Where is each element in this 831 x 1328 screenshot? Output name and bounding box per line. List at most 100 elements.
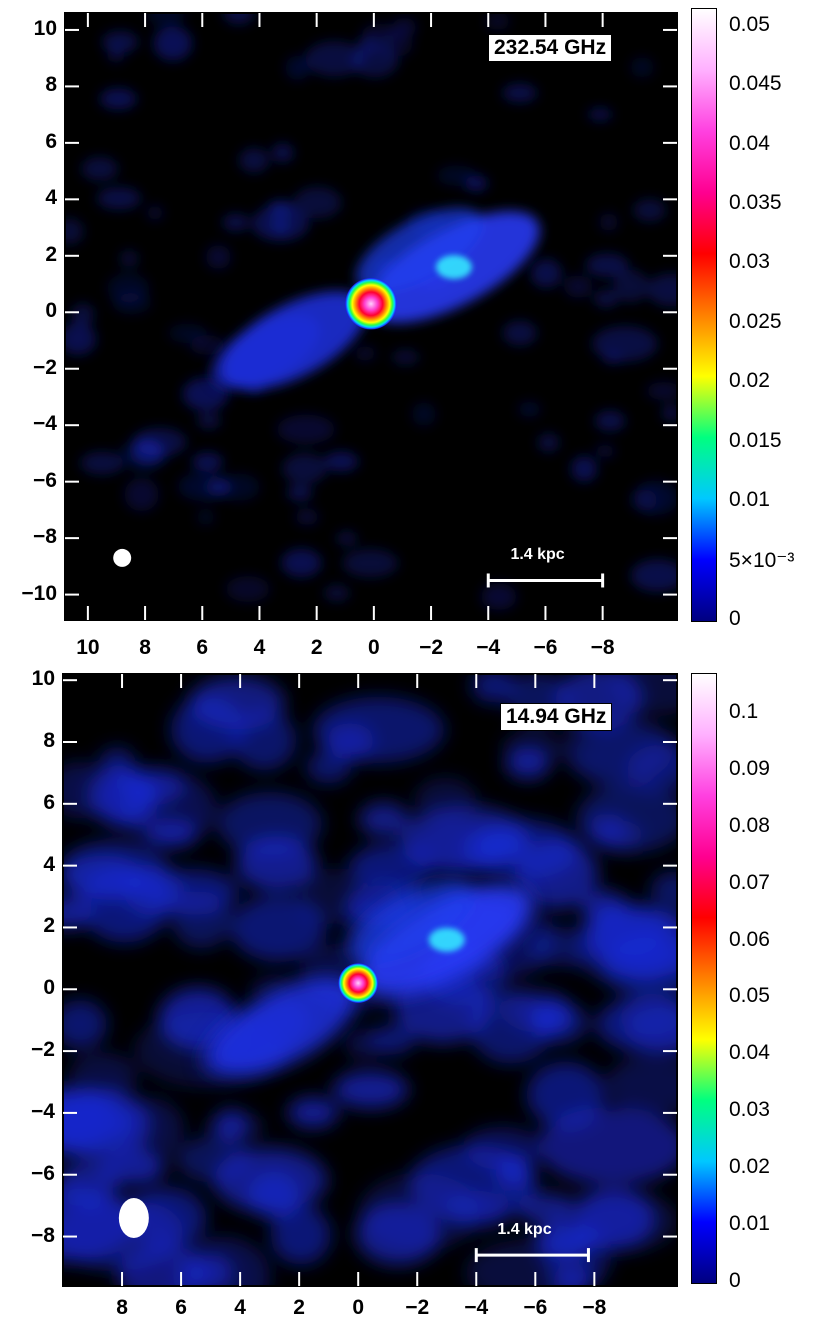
emission-map [65, 13, 677, 611]
noise-clump [124, 477, 159, 512]
noise-clump [218, 473, 260, 502]
noise-clump [251, 205, 309, 242]
y-tick-label: 10 [33, 16, 57, 40]
noise-clump [287, 484, 313, 502]
frequency-label: 232.54 GHz [488, 34, 613, 62]
noise-clump [212, 1147, 328, 1213]
noise-clump [293, 186, 342, 219]
noise-clump [650, 871, 677, 910]
noise-clump [630, 57, 654, 78]
noise-clump [102, 30, 139, 53]
colorbar-tick-label: 0.02 [729, 1155, 770, 1179]
noise-clump [146, 205, 164, 221]
x-tick-label: −2 [419, 636, 444, 659]
noise-clump [324, 584, 350, 602]
map-image-232ghz [65, 13, 677, 620]
noise-clump [153, 26, 193, 61]
colorbar-tick-label: 0.03 [729, 250, 770, 274]
colorbar-tick-label: 0.02 [729, 369, 770, 393]
x-tick-label: 0 [352, 1296, 365, 1319]
core-source [345, 277, 397, 330]
y-tick-label: 6 [43, 790, 55, 814]
noise-clump [323, 451, 359, 472]
jet-lobe [347, 879, 475, 964]
noise-clump [471, 674, 517, 703]
noise-clump [287, 1097, 339, 1128]
noise-clump [182, 377, 229, 411]
jet-knot [435, 255, 472, 280]
scale-bar [474, 1248, 590, 1263]
noise-clump [462, 819, 579, 880]
noise-clump [281, 548, 322, 578]
x-tick-label: 8 [116, 1296, 128, 1319]
x-tick-label: 4 [234, 1296, 246, 1319]
noise-clump [595, 444, 615, 458]
noise-clump [601, 351, 623, 366]
noise-clump [63, 1187, 137, 1263]
colorbar-tick-label: 0.01 [729, 1212, 770, 1236]
noise-clump [593, 289, 619, 308]
beam-ellipse [118, 1198, 149, 1238]
frequency-label: 14.94 GHz [500, 703, 613, 731]
noise-clump [107, 273, 150, 304]
noise-clump [436, 165, 476, 186]
noise-clump [65, 218, 84, 245]
colorbar-tick-label: 0.07 [729, 870, 770, 894]
noise-clump [599, 213, 619, 232]
noise-clump [571, 456, 598, 482]
noise-clump [295, 508, 319, 526]
noise-clump [222, 213, 249, 232]
x-tick-label: 0 [368, 636, 380, 659]
colorbar-tick-label: 0.03 [729, 1098, 770, 1122]
colorbar-tick-label: 0 [729, 1269, 741, 1292]
noise-clump [342, 549, 399, 578]
noise-clump [348, 844, 432, 891]
noise-clump [80, 451, 124, 475]
y-tick-label: −8 [31, 1223, 55, 1247]
colorbar-tick-label: 0.08 [729, 813, 770, 837]
noise-clump [485, 13, 510, 31]
noise-clump [107, 46, 125, 63]
y-tick-label: −8 [33, 525, 57, 549]
noise-clump [71, 303, 95, 326]
colorbar-tick-label: 0.015 [729, 428, 782, 452]
noise-clump [63, 999, 107, 1049]
colorbar-tick-label: 0.09 [729, 756, 770, 780]
noise-clump [187, 1254, 233, 1286]
noise-clump [97, 187, 141, 210]
noise-clump [81, 156, 119, 181]
x-tick-label: 8 [139, 636, 151, 659]
colorbar-tick-label: 0.045 [729, 72, 782, 96]
noise-clump [503, 730, 562, 764]
y-tick-label: −2 [31, 1038, 55, 1062]
jet-lobe [200, 1001, 310, 1077]
noise-clump [662, 405, 677, 421]
colorbar-tick-label: 0.04 [729, 1041, 770, 1065]
noise-clump [223, 13, 254, 25]
y-tick-label: 2 [45, 242, 57, 266]
noise-clump [271, 143, 294, 163]
x-tick-label: −8 [582, 1296, 607, 1319]
noise-clump [646, 381, 677, 400]
noise-clump [585, 253, 629, 278]
noise-clump [537, 1107, 677, 1186]
noise-clump [481, 583, 517, 611]
noise-clump [177, 472, 228, 501]
x-tick-label: 4 [253, 636, 266, 659]
noise-clump [392, 17, 417, 38]
noise-clump [538, 433, 560, 452]
y-tick-label: −4 [31, 1099, 55, 1123]
noise-clump [230, 895, 327, 962]
noise-clump [626, 744, 677, 794]
y-tick-label: 0 [43, 976, 55, 1000]
x-tick-label: 6 [175, 1296, 187, 1319]
noise-clump [564, 275, 593, 298]
noise-clump [130, 439, 164, 466]
noise-clump [99, 88, 137, 110]
jet-lobe [356, 207, 484, 293]
noise-clump [594, 820, 644, 853]
noise-clump [588, 108, 613, 121]
noise-clump [518, 401, 541, 417]
noise-clump [197, 412, 221, 429]
core-source [338, 963, 379, 1004]
